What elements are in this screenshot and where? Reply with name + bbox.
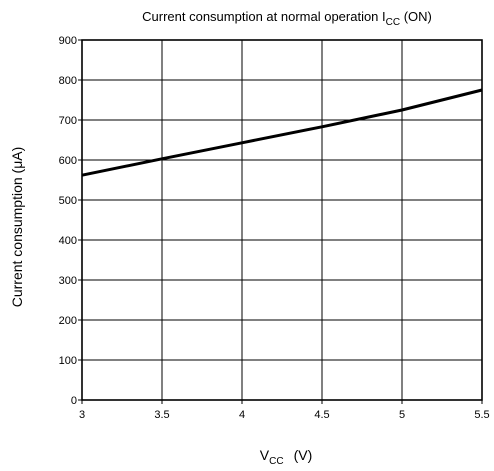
x-axis-label-main: V <box>260 447 270 463</box>
x-tick-label-2: 4 <box>239 409 245 421</box>
y-axis-label: Current consumption (μA) <box>9 147 25 308</box>
y-axis-ticks: 0 100 200 300 400 500 600 700 800 900 <box>59 35 82 407</box>
chart-title: Current consumption at normal operation … <box>142 9 432 28</box>
series-layer <box>81 88 483 177</box>
y-tick-label-1: 100 <box>59 355 77 367</box>
x-tick-label-0: 3 <box>79 409 85 421</box>
x-axis-ticks: 3 3.5 4 4.5 5 5.5 <box>79 400 490 421</box>
y-tick-label-4: 400 <box>59 235 77 247</box>
y-tick-label-0: 0 <box>71 395 77 407</box>
y-tick-label-7: 700 <box>59 115 77 127</box>
x-axis-label-unit: (V) <box>294 447 313 463</box>
series-line-0 <box>81 88 483 177</box>
x-tick-label-1: 3.5 <box>154 409 169 421</box>
x-axis-label: VCC (V) <box>260 447 312 467</box>
y-tick-label-9: 900 <box>59 35 77 47</box>
x-tick-label-3: 4.5 <box>314 409 329 421</box>
chart-title-subscript: CC <box>386 17 400 28</box>
x-tick-label-4: 5 <box>399 409 405 421</box>
grid-lines <box>82 40 482 400</box>
y-tick-label-6: 600 <box>59 155 77 167</box>
x-tick-label-5: 5.5 <box>474 409 489 421</box>
chart-title-suffix: (ON) <box>400 9 432 24</box>
chart-title-prefix: Current consumption at normal operation … <box>142 9 386 24</box>
y-tick-label-8: 800 <box>59 75 77 87</box>
y-tick-label-2: 200 <box>59 315 77 327</box>
plot-frame <box>81 39 483 401</box>
y-tick-label-3: 300 <box>59 275 77 287</box>
x-axis-label-subscript: CC <box>269 456 283 467</box>
y-tick-label-5: 500 <box>59 195 77 207</box>
